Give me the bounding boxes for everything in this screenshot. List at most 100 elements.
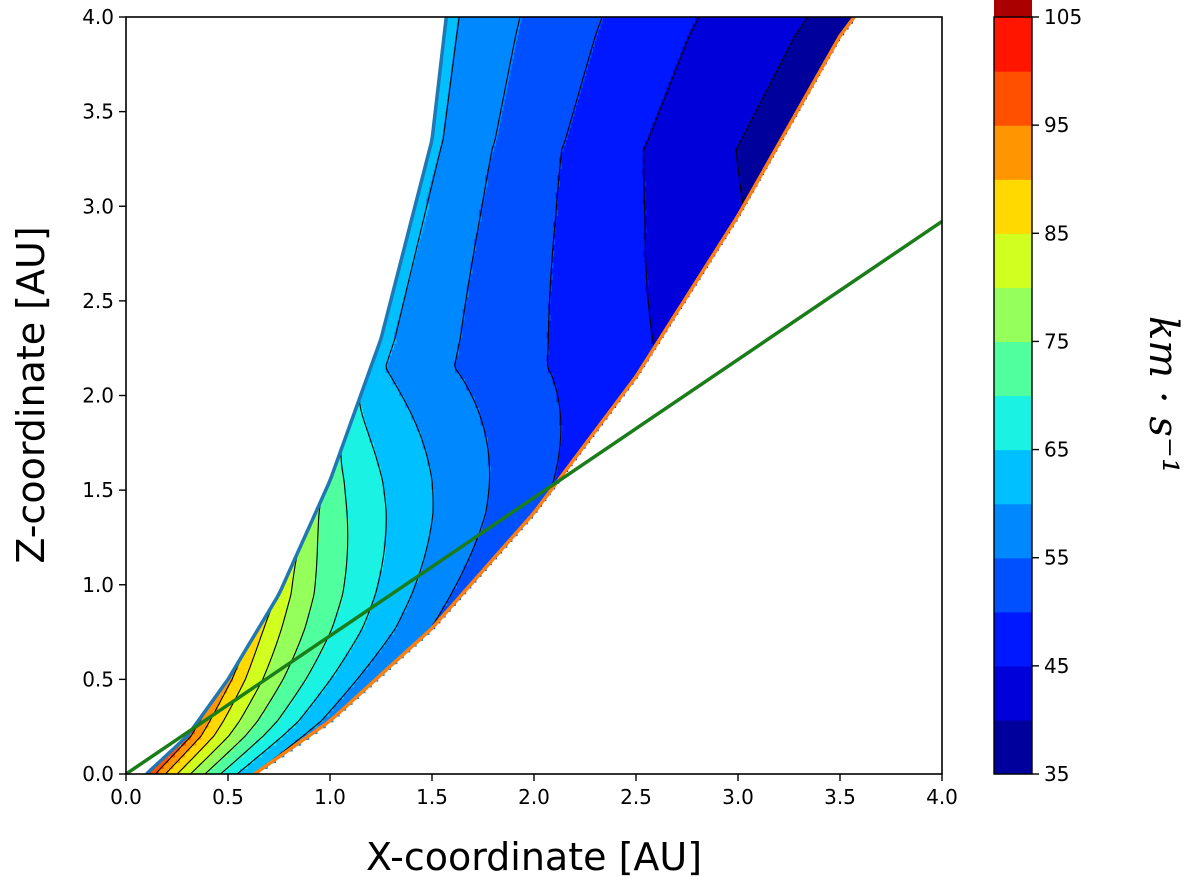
- contour-cell: [405, 546, 410, 554]
- contour-cell: [223, 727, 227, 735]
- contour-cell: [431, 535, 436, 542]
- contour-cell: [272, 698, 275, 705]
- contour-cell: [283, 680, 287, 688]
- contour-cell: [418, 488, 423, 496]
- contour-cell: [338, 669, 342, 676]
- contour-cell: [346, 587, 351, 595]
- contour-cell: [597, 389, 603, 397]
- contour-cell: [396, 616, 401, 624]
- contour-cell: [457, 447, 462, 455]
- contour-cell: [429, 576, 434, 583]
- contour-cell: [306, 593, 310, 601]
- contour-cell: [389, 628, 393, 636]
- contour-cell: [361, 558, 365, 566]
- contour-cell: [417, 459, 422, 467]
- contour-cell: [348, 436, 353, 443]
- contour-cell: [617, 372, 623, 379]
- contour-cell: [369, 622, 374, 630]
- contour-cell: [324, 529, 329, 537]
- contour-cell: [374, 645, 378, 653]
- contour-cell: [299, 640, 303, 647]
- contour-cell: [525, 511, 530, 519]
- contour-cell: [530, 389, 535, 397]
- contour-cell: [596, 407, 601, 414]
- contour-cell: [529, 442, 534, 449]
- contour-cell: [516, 430, 521, 438]
- contour-cell: [405, 477, 410, 484]
- contour-cell: [335, 692, 339, 700]
- contour-cell: [336, 552, 340, 560]
- contour-cell: [247, 704, 251, 711]
- contour-cell: [583, 424, 588, 432]
- contour-cell: [245, 704, 249, 711]
- contour-cell: [196, 756, 199, 764]
- contour-cell: [300, 610, 304, 618]
- contour-cell: [209, 739, 213, 746]
- contour-cell: [526, 418, 532, 426]
- contour-cell: [460, 471, 465, 478]
- contour-cell: [381, 663, 385, 670]
- contour-cell: [455, 523, 459, 531]
- contour-cell: [451, 366, 456, 373]
- contour-cell: [427, 488, 432, 496]
- contour-cell: [372, 389, 378, 397]
- contour-cell: [266, 704, 270, 711]
- contour-cell: [321, 616, 325, 624]
- contour-cell: [391, 523, 396, 531]
- contour-cell: [225, 721, 228, 729]
- contour-cell: [595, 412, 601, 420]
- contour-cell: [541, 378, 546, 385]
- contour-cell: [168, 756, 171, 764]
- contour-cell: [264, 669, 268, 676]
- contour-cell: [339, 511, 344, 519]
- contour-cell: [339, 552, 343, 560]
- contour-cell: [378, 395, 383, 403]
- contour-cell: [594, 383, 599, 391]
- contour-cell: [405, 506, 410, 513]
- contour-cell: [452, 523, 456, 531]
- contour-cell: [315, 663, 319, 670]
- contour-cell: [351, 570, 356, 577]
- contour-cell: [374, 622, 379, 630]
- contour-cell: [209, 727, 212, 735]
- contour-cell: [381, 593, 386, 601]
- contour-cell: [460, 482, 465, 490]
- contour-cell: [331, 581, 335, 589]
- contour-cell: [285, 744, 288, 752]
- contour-cell: [387, 657, 391, 665]
- contour-cell: [302, 686, 306, 694]
- contour-cell: [344, 605, 349, 612]
- contour-cell: [276, 599, 281, 606]
- contour-cell: [461, 506, 466, 513]
- contour-cell: [387, 651, 391, 659]
- contour-cell: [479, 552, 483, 560]
- contour-cell: [433, 587, 438, 595]
- contour-cell: [229, 768, 232, 774]
- contour-cell: [389, 482, 394, 490]
- contour-cell: [345, 576, 350, 583]
- contour-cell: [420, 511, 425, 519]
- contour-cell: [211, 739, 215, 746]
- contour-cell: [407, 465, 412, 472]
- contour-cell: [566, 412, 572, 420]
- contour-cell: [424, 471, 429, 478]
- contour-cell: [381, 378, 386, 385]
- contour-cell: [302, 645, 306, 653]
- contour-cell: [376, 610, 380, 618]
- contour-cell: [333, 477, 338, 484]
- contour-cell: [534, 482, 539, 490]
- contour-cell: [471, 372, 477, 379]
- contour-cell: [392, 511, 397, 519]
- contour-cell: [393, 535, 397, 542]
- contour-cell: [335, 698, 339, 705]
- contour-cell: [220, 756, 223, 764]
- contour-cell: [487, 424, 493, 432]
- contour-cell: [413, 593, 417, 601]
- contour-cell: [367, 412, 373, 420]
- contour-cell: [324, 605, 328, 612]
- contour-cell: [394, 564, 398, 571]
- contour-cell: [487, 378, 493, 385]
- contour-cell: [400, 459, 405, 467]
- contour-cell: [605, 389, 610, 397]
- contour-cell: [234, 727, 237, 735]
